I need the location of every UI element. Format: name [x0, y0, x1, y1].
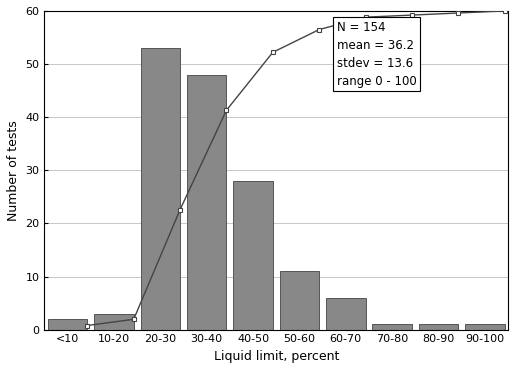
Bar [465, 324, 505, 330]
Y-axis label: Number of tests: Number of tests [7, 120, 20, 221]
Bar [141, 48, 180, 330]
Bar [326, 298, 366, 330]
Bar [280, 271, 319, 330]
Bar [233, 181, 273, 330]
X-axis label: Liquid limit, percent: Liquid limit, percent [214, 350, 339, 363]
Bar [372, 324, 412, 330]
Bar [419, 324, 458, 330]
Bar [94, 314, 134, 330]
Text: N = 154
mean = 36.2
stdev = 13.6
range 0 - 100: N = 154 mean = 36.2 stdev = 13.6 range 0… [336, 20, 416, 88]
Bar [48, 319, 88, 330]
Bar [187, 75, 227, 330]
